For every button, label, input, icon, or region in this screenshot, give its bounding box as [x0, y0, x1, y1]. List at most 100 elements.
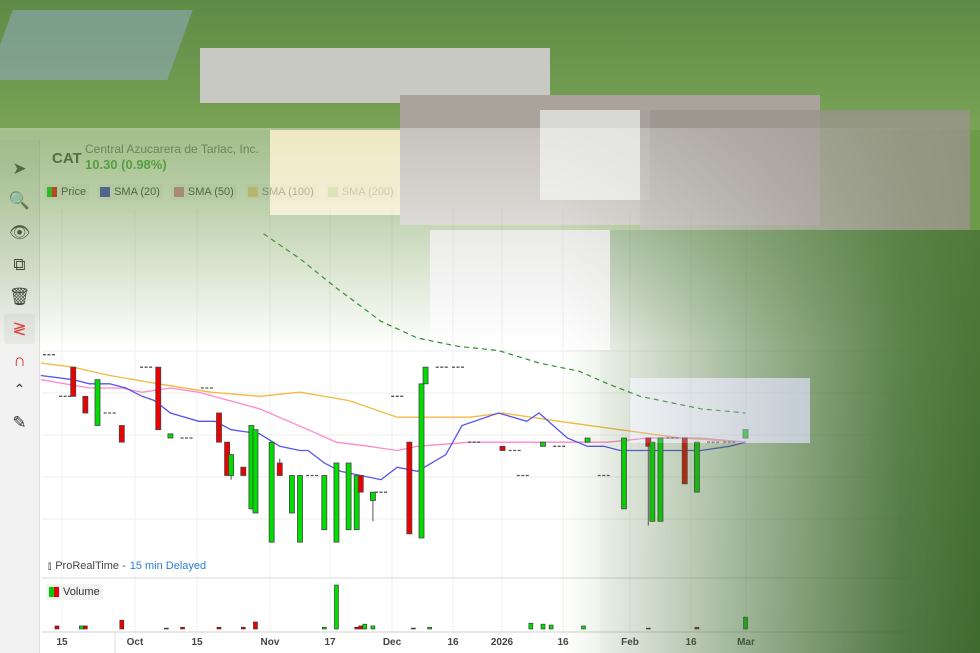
legend-label: SMA (50): [187, 186, 234, 198]
candle: [345, 462, 352, 531]
volume-swatch-icon: [49, 587, 59, 597]
x-tick-label: 15: [56, 637, 68, 648]
x-tick-label: Nov: [261, 637, 280, 648]
x-tick-label: 17: [324, 637, 336, 648]
zoom-icon[interactable]: 🔍: [8, 191, 31, 210]
sma200-line: [263, 233, 746, 414]
volume-bar: [694, 626, 700, 630]
volume-bar: [83, 625, 88, 630]
volume-bar: [180, 626, 185, 630]
price-chart[interactable]: 15 Oct 15 Nov 17 Dec 16 2026 16 Feb 16 Mar: [0, 128, 980, 653]
legend-item[interactable]: Price: [44, 184, 90, 200]
candle: [540, 441, 546, 447]
legend-label: Price: [61, 186, 87, 198]
pencil-icon[interactable]: ✎: [12, 413, 27, 432]
legend-swatch-icon: [247, 187, 258, 197]
candle: [82, 395, 89, 414]
drawing-tool-icon[interactable]: ≷: [4, 314, 35, 344]
delay-link[interactable]: 15 min Delayed: [129, 560, 207, 572]
pointer-icon[interactable]: ➤: [12, 159, 27, 178]
sma20-line: [40, 374, 746, 481]
volume-bar: [540, 623, 546, 630]
volume-bar: [79, 625, 84, 630]
volume-bar: [54, 625, 60, 630]
candle: [369, 491, 376, 501]
candle: [357, 475, 364, 493]
legend-label: SMA (200): [341, 186, 394, 198]
candle: [228, 454, 235, 476]
volume-bar: [358, 625, 364, 630]
x-tick-label: 16: [447, 637, 459, 648]
legend-swatch-icon: [327, 187, 338, 197]
candle: [94, 379, 101, 426]
candle: [297, 475, 303, 543]
company-name: Central Azucarera de Tarlac, Inc.: [85, 142, 259, 156]
volume-bar: [581, 625, 586, 630]
candle: [252, 429, 259, 514]
x-tick-label: Mar: [737, 637, 755, 648]
candle: [276, 462, 283, 476]
copy-icon[interactable]: ⧉: [13, 255, 26, 274]
candle: [694, 441, 700, 493]
chart-panel: 15 Oct 15 Nov 17 Dec 16 2026 16 Feb 16 Mar ➤ 🔍 👁 ⧉ 🗑 ≷ ∩ ⌃…: [0, 128, 980, 653]
candle: [406, 441, 413, 535]
legend-swatch-icon: [173, 187, 184, 197]
candle: [649, 441, 656, 522]
candle: [657, 437, 664, 522]
volume-bar: [370, 625, 376, 630]
eye-icon[interactable]: 👁: [8, 223, 31, 242]
candle: [418, 383, 425, 539]
volume-bar: [321, 626, 327, 630]
candle: [742, 429, 749, 439]
x-tick-label: 16: [685, 637, 697, 648]
indicator-legend: Price SMA (20) SMA (50) SMA (100) SMA (200): [44, 184, 397, 200]
candle: [422, 366, 429, 385]
candle: [118, 425, 125, 443]
candle: [499, 445, 506, 451]
legend-swatch-icon: [47, 187, 57, 197]
candle: [240, 466, 247, 476]
candlestick-icon: ⫾: [48, 560, 52, 572]
data-source: ⫾ ProRealTime - 15 min Delayed: [48, 560, 206, 572]
candle: [681, 437, 688, 485]
legend-item[interactable]: SMA (100): [244, 184, 317, 200]
volume-bar: [411, 627, 416, 630]
volume-bar: [216, 626, 222, 630]
candle: [268, 441, 275, 543]
x-tick-label: Oct: [127, 637, 144, 648]
candle: [333, 462, 340, 543]
volume-bar: [241, 626, 246, 630]
x-tick-label: 2026: [491, 637, 514, 648]
candle: [353, 475, 360, 531]
legend-item[interactable]: SMA (200): [324, 184, 397, 200]
chevron-up-icon[interactable]: ⌃: [13, 380, 26, 397]
volume-bar: [253, 621, 258, 630]
candle: [216, 412, 222, 443]
volume-bar: [354, 626, 360, 630]
drawing-toolbar: ➤ 🔍 👁 ⧉ 🗑 ≷ ∩ ⌃ ✎: [0, 140, 40, 653]
legend-item[interactable]: SMA (50): [170, 184, 237, 200]
candle: [155, 366, 162, 431]
volume-label: Volume: [63, 586, 100, 598]
x-tick-label: 16: [557, 637, 569, 648]
sma100-line: [40, 362, 746, 443]
volume-bar: [164, 627, 169, 630]
trash-icon[interactable]: 🗑: [8, 287, 31, 306]
candle: [288, 475, 295, 514]
magnet-icon[interactable]: ∩: [13, 351, 26, 370]
volume-bar: [119, 619, 125, 630]
volume-bar: [548, 624, 554, 630]
candle: [321, 475, 328, 531]
candle: [167, 433, 174, 439]
volume-bar: [645, 627, 651, 630]
volume-bar: [528, 622, 534, 630]
legend-item[interactable]: SMA (20): [97, 184, 163, 200]
candle: [70, 366, 77, 397]
volume-legend[interactable]: Volume: [46, 584, 103, 600]
candle: [584, 437, 591, 443]
x-tick-label: Feb: [621, 637, 639, 648]
x-tick-label: Dec: [383, 637, 402, 648]
sma50-line: [40, 379, 746, 452]
legend-label: SMA (20): [114, 186, 160, 198]
legend-swatch-icon: [100, 187, 111, 197]
